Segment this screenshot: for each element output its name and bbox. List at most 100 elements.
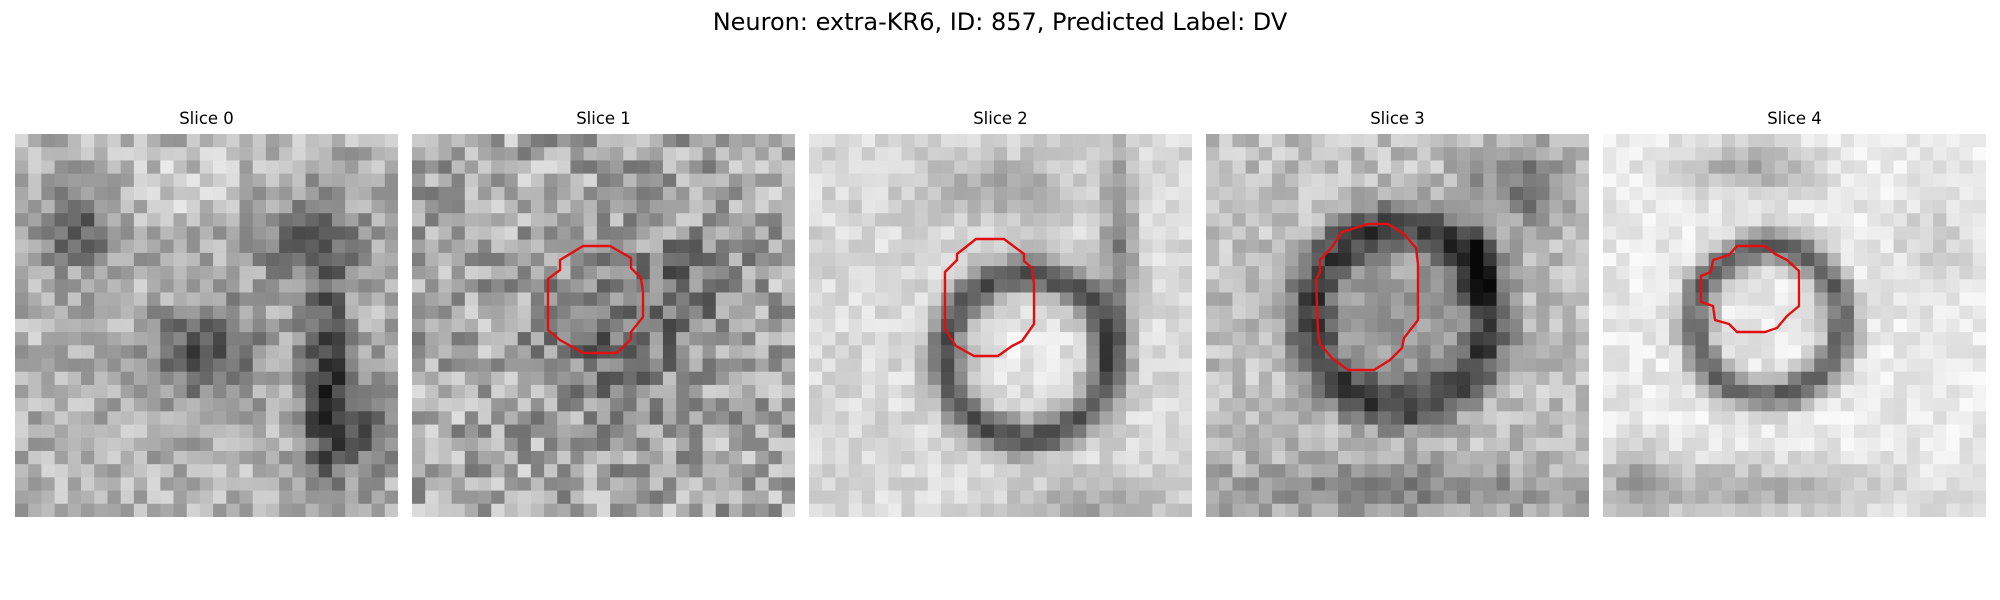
- pixel-cell: [1562, 292, 1577, 307]
- pixel-cell: [1629, 503, 1644, 517]
- pixel-cell: [1298, 503, 1313, 517]
- pixel-cell: [305, 173, 320, 188]
- pixel-cell: [1232, 134, 1247, 148]
- pixel-cell: [199, 503, 214, 517]
- pixel-cell: [384, 411, 398, 426]
- pixel-cell: [570, 411, 585, 426]
- pixel-cell: [1020, 279, 1035, 294]
- pixel-cell: [1669, 450, 1683, 465]
- pixel-cell: [954, 332, 969, 346]
- pixel-cell: [1616, 345, 1631, 360]
- pixel-cell: [81, 200, 95, 214]
- pixel-cell: [67, 318, 82, 333]
- pixel-cell: [1206, 371, 1220, 386]
- pixel-cell: [1139, 266, 1153, 280]
- pixel-cell: [914, 424, 929, 439]
- pixel-cell: [1509, 464, 1524, 478]
- pixel-cell: [1232, 305, 1247, 320]
- pixel-cell: [1801, 173, 1815, 188]
- pixel-cell: [412, 318, 426, 333]
- pixel-cell: [941, 332, 955, 346]
- pixel-cell: [1390, 147, 1405, 162]
- pixel-cell: [954, 147, 969, 162]
- pixel-cell: [1456, 134, 1471, 148]
- pixel-cell: [662, 371, 677, 386]
- pixel-cell: [1232, 450, 1247, 465]
- pixel-cell: [702, 305, 717, 320]
- pixel-cell: [384, 332, 398, 346]
- pixel-cell: [1562, 384, 1577, 399]
- pixel-cell: [993, 503, 1008, 517]
- pixel-cell: [1496, 464, 1511, 478]
- pixel-cell: [1880, 358, 1895, 373]
- pixel-cell: [768, 213, 783, 228]
- pixel-cell: [1285, 371, 1300, 386]
- pixel-cell: [1285, 358, 1300, 373]
- pixel-cell: [1232, 147, 1247, 162]
- pixel-cell: [1708, 358, 1723, 373]
- pixel-cell: [54, 450, 69, 465]
- pixel-cell: [1324, 450, 1339, 465]
- pixel-cell: [1509, 252, 1524, 267]
- pixel-cell: [1125, 384, 1140, 399]
- pixel-cell: [1033, 411, 1048, 426]
- pixel-cell: [1443, 490, 1458, 505]
- pixel-cell: [1232, 160, 1247, 175]
- pixel-cell: [133, 239, 148, 254]
- pixel-cell: [1933, 411, 1947, 426]
- pixel-cell: [557, 318, 572, 333]
- pixel-cell: [781, 398, 795, 412]
- pixel-cell: [583, 424, 598, 439]
- pixel-cell: [1046, 186, 1061, 201]
- pixel-cell: [1046, 424, 1061, 439]
- pixel-cell: [1603, 424, 1617, 439]
- pixel-cell: [1483, 398, 1498, 412]
- pixel-cell: [636, 398, 651, 412]
- pixel-cell: [1774, 371, 1789, 386]
- pixel-cell: [848, 345, 863, 360]
- pixel-cell: [1682, 147, 1697, 162]
- pixel-cell: [861, 477, 876, 492]
- pixel-cell: [1232, 490, 1247, 505]
- pixel-cell: [504, 305, 519, 320]
- pixel-cell: [1430, 213, 1445, 228]
- pixel-cell: [1853, 173, 1868, 188]
- pixel-cell: [1721, 411, 1736, 426]
- pixel-cell: [1721, 318, 1736, 333]
- pixel-cell: [252, 266, 267, 280]
- pixel-cell: [239, 147, 254, 162]
- pixel-cell: [186, 503, 201, 517]
- pixel-cell: [1735, 411, 1749, 426]
- pixel-cell: [1682, 371, 1697, 386]
- pixel-cell: [1787, 160, 1802, 175]
- pixel-cell: [412, 345, 426, 360]
- pixel-cell: [81, 384, 95, 399]
- pixel-cell: [120, 490, 135, 505]
- pixel-cell: [980, 358, 995, 373]
- pixel-cell: [1059, 318, 1074, 333]
- pixel-cell: [451, 239, 466, 254]
- pixel-cell: [781, 411, 795, 426]
- pixel-cell: [914, 398, 929, 412]
- pixel-cell: [371, 450, 386, 465]
- pixel-cell: [1669, 464, 1683, 478]
- pixel-cell: [1946, 490, 1961, 505]
- pixel-cell: [412, 490, 426, 505]
- pixel-cell: [1258, 450, 1273, 465]
- pixel-cell: [1390, 213, 1405, 228]
- pixel-cell: [1178, 503, 1192, 517]
- pixel-cell: [133, 345, 148, 360]
- pixel-cell: [28, 239, 43, 254]
- pixel-cell: [147, 477, 161, 492]
- pixel-cell: [728, 450, 743, 465]
- pixel-cell: [1020, 200, 1035, 214]
- pixel-cell: [1258, 252, 1273, 267]
- pixel-cell: [54, 424, 69, 439]
- pixel-cell: [504, 424, 519, 439]
- pixel-cell: [504, 200, 519, 214]
- pixel-cell: [530, 503, 545, 517]
- pixel-cell: [636, 345, 651, 360]
- pixel-cell: [1046, 173, 1061, 188]
- pixel-cell: [331, 266, 346, 280]
- pixel-cell: [358, 371, 373, 386]
